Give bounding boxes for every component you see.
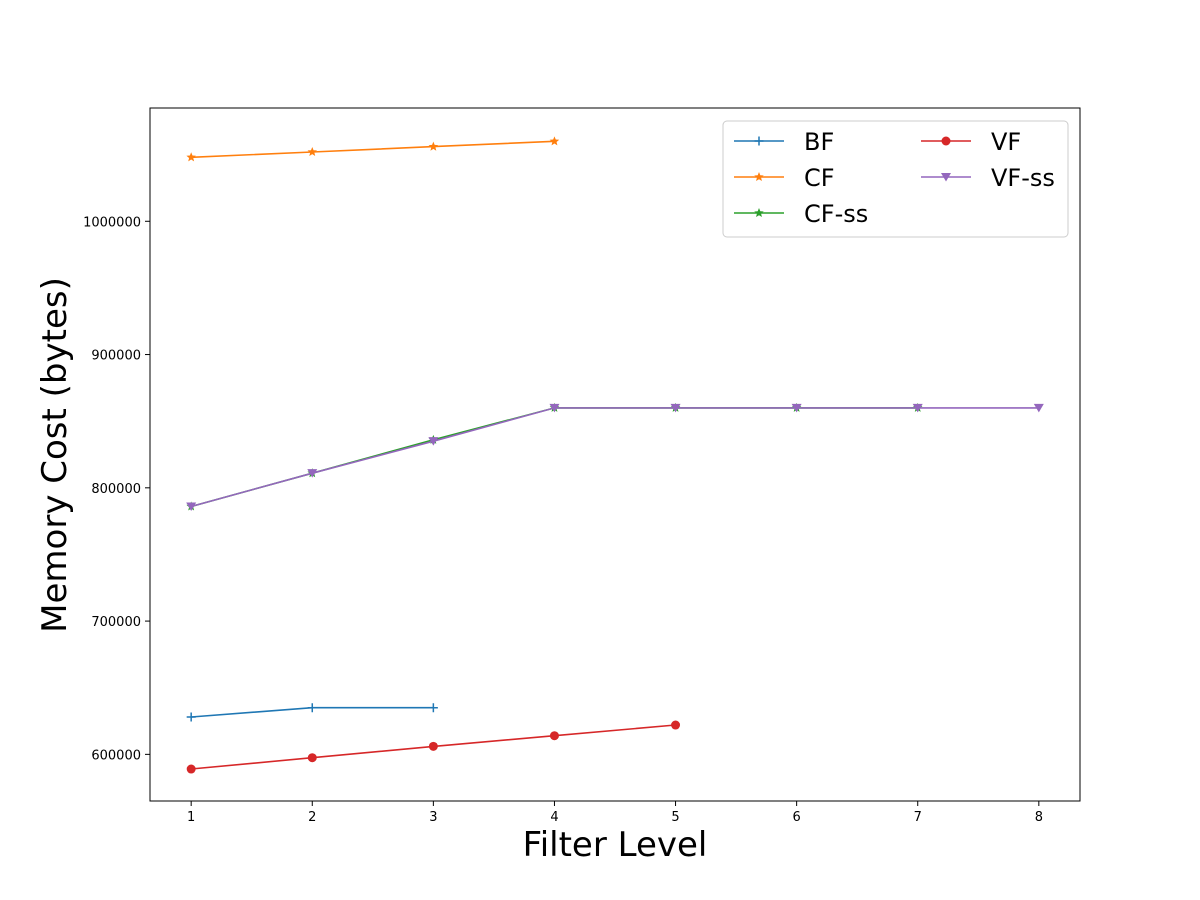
- x-axis-label: Filter Level: [523, 825, 708, 865]
- legend-box: [722, 120, 1069, 238]
- data-point: [186, 502, 197, 511]
- x-tick-label: 7: [914, 810, 922, 825]
- data-point: [307, 703, 317, 713]
- x-tick-label: 1: [187, 810, 195, 825]
- x-tick-label: 6: [793, 810, 801, 825]
- data-point: [186, 764, 196, 774]
- data-point: [307, 146, 318, 157]
- data-point: [428, 437, 439, 446]
- y-axis: 600000 700000 800000 900000 1000000: [83, 215, 150, 763]
- data-point: [549, 136, 560, 146]
- y-tick-label: 1000000: [83, 215, 141, 230]
- data-point: [791, 403, 802, 413]
- data-point: [307, 469, 318, 478]
- series-cf-ss: [186, 402, 923, 511]
- legend-marker: [941, 136, 951, 146]
- data-point: [186, 152, 196, 162]
- legend-marker: [754, 172, 764, 182]
- legend-marker: [941, 173, 951, 182]
- y-tick-label: 800000: [91, 482, 141, 497]
- data-point: [186, 712, 196, 722]
- series-vf-ss: [186, 403, 1044, 511]
- legend-marker: [754, 208, 764, 218]
- series-line: [191, 140, 555, 159]
- legend-label: VF: [991, 128, 1021, 156]
- legend-item: CF: [734, 164, 835, 192]
- legend-item: BF: [734, 128, 834, 156]
- legend: BF CF CF-ss VF VF-ss: [722, 120, 1069, 238]
- x-tick-label: 5: [671, 810, 679, 825]
- data-point: [428, 741, 438, 751]
- series-line: [190, 407, 1039, 508]
- data-point: [428, 703, 438, 713]
- x-axis: 1 2 3 4 5 6 7 8: [187, 801, 1043, 825]
- x-tick-label: 3: [429, 810, 437, 825]
- series-line: [190, 407, 918, 508]
- y-tick-label: 700000: [91, 615, 141, 630]
- y-tick-label: 900000: [91, 349, 141, 364]
- legend-item: VF: [921, 128, 1021, 156]
- series-vf: [186, 720, 681, 774]
- plot-frame: [149, 107, 1081, 802]
- data-point: [307, 753, 317, 763]
- legend-item: VF-ss: [921, 164, 1055, 192]
- data-point: [670, 403, 681, 413]
- legend-item: CF-ss: [734, 200, 868, 228]
- data-point: [549, 731, 559, 741]
- data-point: [1033, 403, 1044, 413]
- legend-label: CF-ss: [804, 200, 868, 228]
- series-cf: [186, 136, 560, 162]
- legend-label: BF: [804, 128, 834, 156]
- legend-label: VF-ss: [991, 164, 1055, 192]
- x-tick-label: 4: [550, 810, 558, 825]
- series-bf: [186, 703, 438, 722]
- x-tick-label: 8: [1035, 810, 1043, 825]
- series-layer: [186, 136, 1044, 774]
- y-tick-label: 600000: [91, 748, 141, 763]
- x-tick-label: 2: [308, 810, 316, 825]
- data-point: [428, 141, 439, 151]
- legend-marker: [754, 136, 764, 146]
- data-point: [671, 720, 681, 730]
- data-point: [912, 403, 923, 413]
- data-point: [549, 403, 560, 413]
- y-axis-label: Memory Cost (bytes): [35, 277, 75, 633]
- legend-label: CF: [804, 164, 835, 192]
